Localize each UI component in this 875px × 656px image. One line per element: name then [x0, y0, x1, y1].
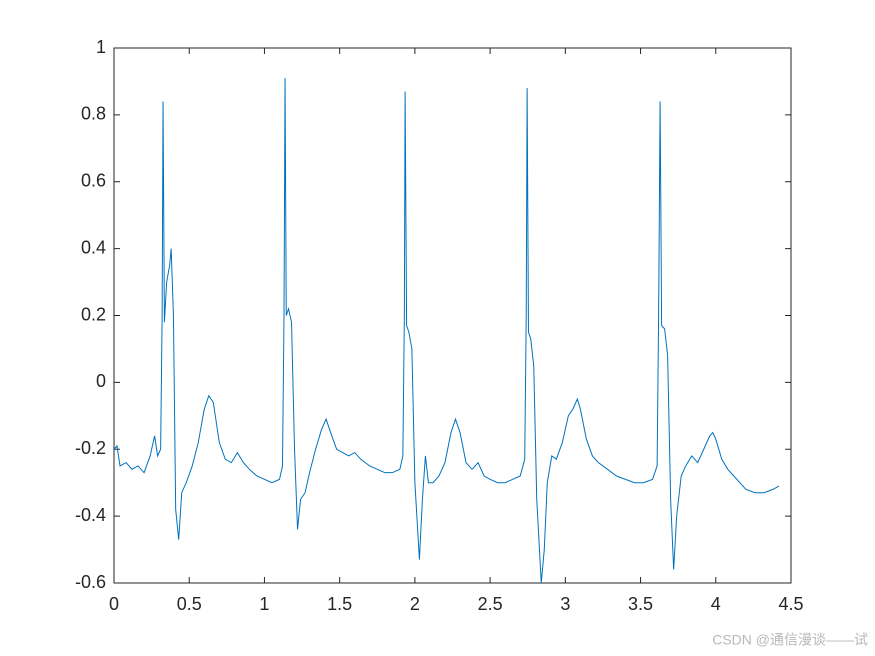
x-tick-label: 0.5 — [177, 594, 202, 614]
x-tick-label: 2.5 — [478, 594, 503, 614]
y-tick-label: 0 — [96, 371, 106, 391]
x-tick-label: 3.5 — [628, 594, 653, 614]
plot-box — [113, 47, 792, 584]
y-tick-label: 1 — [96, 37, 106, 57]
y-tick-label: 0.4 — [81, 237, 106, 257]
x-tick-label: 0 — [109, 594, 119, 614]
x-tick-label: 3 — [560, 594, 570, 614]
watermark: CSDN @通信漫谈——试 — [712, 632, 868, 648]
x-tick-label: 4 — [711, 594, 721, 614]
y-tick-label: -0.4 — [75, 505, 106, 525]
y-tick-label: 0.8 — [81, 104, 106, 124]
y-tick-label: 0.2 — [81, 304, 106, 324]
x-tick-label: 2 — [410, 594, 420, 614]
x-tick-label: 4.5 — [778, 594, 803, 614]
ecg-line — [113, 78, 780, 584]
y-tick-label: -0.2 — [75, 438, 106, 458]
y-tick-label: 0.6 — [81, 171, 106, 191]
y-tick-label: -0.6 — [75, 572, 106, 592]
x-tick-label: 1 — [259, 594, 269, 614]
x-tick-label: 1.5 — [327, 594, 352, 614]
